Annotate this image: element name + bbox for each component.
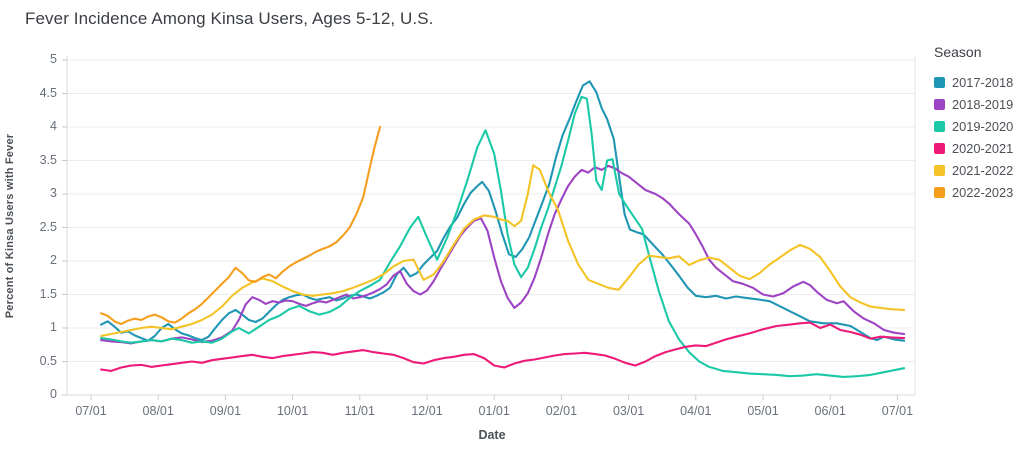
legend-title: Season [934, 44, 982, 60]
y-tick-label: 3 [50, 186, 57, 200]
legend-label: 2019-2020 [952, 118, 1014, 134]
y-tick-label: 0 [50, 387, 57, 401]
y-tick-label: 1 [50, 320, 57, 334]
x-tick-label: 10/01 [276, 404, 309, 418]
x-tick-label: 07/01 [881, 404, 914, 418]
x-tick-label: 01/01 [478, 404, 510, 418]
series-line-2022-2023 [100, 125, 382, 326]
y-tick-label: 0.5 [39, 353, 57, 368]
series-line-2018-2019 [100, 164, 906, 345]
x-tick-label: 06/01 [814, 404, 846, 418]
y-tick-label: 4 [50, 119, 57, 133]
chart-title: Fever Incidence Among Kinsa Users, Ages … [25, 9, 434, 28]
y-tick-label: 5 [50, 52, 57, 66]
legend-items: 2017-2018 2018-2019 2019-2020 2020-2021 2021… [934, 71, 1022, 203]
x-tick-label: 04/01 [680, 404, 712, 418]
x-axis-label: Date [478, 428, 506, 442]
x-tick-label: 02/01 [545, 404, 578, 418]
y-tick-label: 2.5 [39, 219, 57, 234]
legend-item-2018-2019[interactable]: 2018-2019 [934, 93, 1022, 115]
x-tick-label: 05/01 [747, 404, 779, 418]
legend-item-2017-2018[interactable]: 2017-2018 [934, 71, 1022, 93]
legend-label: 2018-2019 [952, 96, 1014, 112]
legend-swatch-icon [934, 186, 945, 198]
legend: Season 2017-2018 2018-2019 2019-2020 2020-2… [934, 44, 1022, 203]
legend-swatch-icon [934, 76, 945, 88]
legend-label: 2022-2023 [952, 184, 1014, 200]
legend-item-2022-2023[interactable]: 2022-2023 [934, 181, 1022, 203]
y-tick-label: 2 [50, 253, 57, 267]
x-tick-label: 07/01 [75, 404, 107, 418]
legend-label: 2020-2021 [952, 140, 1014, 156]
legend-swatch-icon [934, 142, 945, 154]
series-line-2020-2021 [100, 321, 906, 372]
x-tick-label: 09/01 [209, 404, 242, 418]
y-tick-label: 4.5 [39, 85, 57, 100]
y-tick-label: 3.5 [39, 152, 57, 167]
legend-label: 2017-2018 [952, 74, 1014, 90]
legend-item-2019-2020[interactable]: 2019-2020 [934, 115, 1022, 137]
y-tick-label: 1.5 [39, 286, 57, 301]
legend-swatch-icon [934, 120, 945, 132]
series-line-2017-2018 [100, 80, 906, 342]
legend-item-2021-2022[interactable]: 2021-2022 [934, 159, 1022, 181]
x-tick-label: 12/01 [411, 404, 443, 418]
legend-item-2020-2021[interactable]: 2020-2021 [934, 137, 1022, 159]
legend-swatch-icon [934, 98, 945, 110]
series-line-2021-2022 [100, 164, 906, 338]
series-line-2019-2020 [100, 95, 906, 378]
x-tick-label: 11/01 [344, 404, 375, 418]
legend-swatch-icon [934, 164, 945, 176]
x-tick-label: 03/01 [612, 404, 645, 418]
x-tick-label: 08/01 [142, 404, 174, 418]
legend-label: 2021-2022 [952, 162, 1014, 178]
